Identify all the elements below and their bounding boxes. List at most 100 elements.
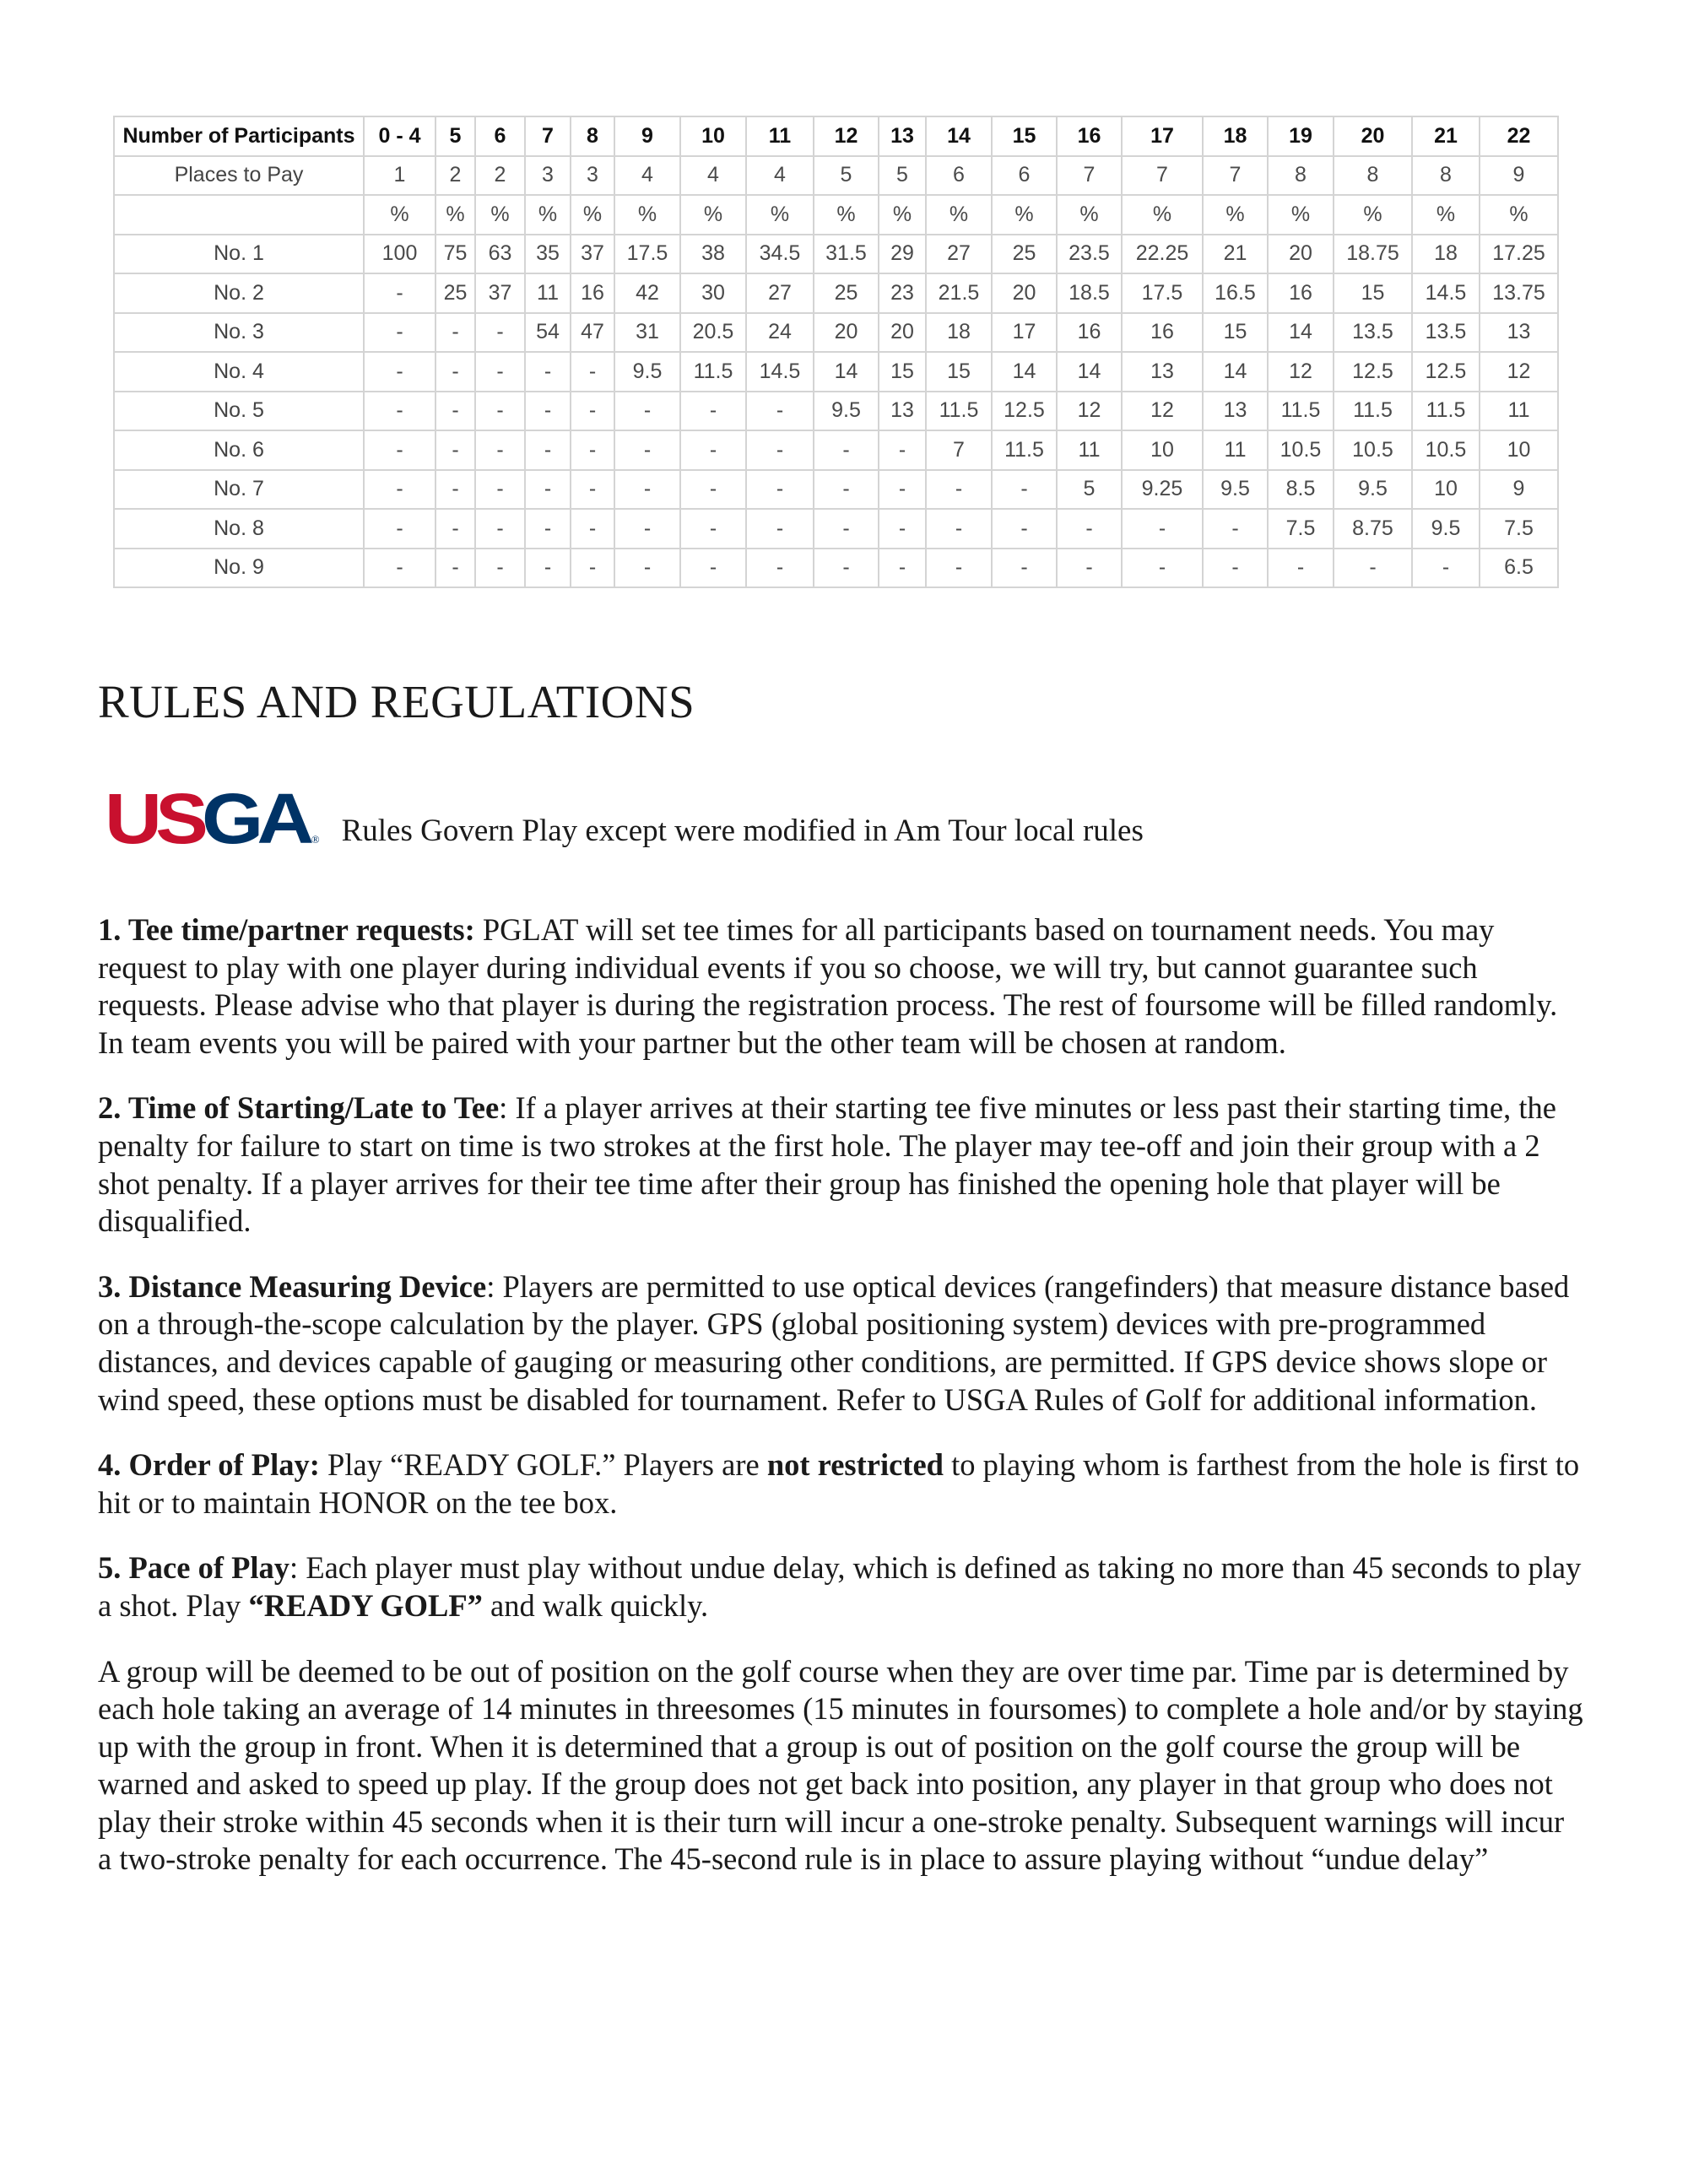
table-cell: - xyxy=(570,468,615,510)
table-cell: 42 xyxy=(614,273,681,314)
table-cell: 7 xyxy=(1056,154,1123,196)
table-cell: - xyxy=(991,547,1058,588)
rule-title: Distance Measuring Device xyxy=(128,1268,487,1304)
table-cell: - xyxy=(614,508,681,549)
table-cell: 14 xyxy=(1267,311,1334,353)
table-cell: - xyxy=(1056,547,1123,588)
table-cell: - xyxy=(1202,508,1269,549)
table-cell: - xyxy=(363,547,436,588)
table-cell: - xyxy=(524,508,571,549)
table-cell: % xyxy=(813,194,879,235)
table-cell: - xyxy=(745,468,814,510)
table-cell: - xyxy=(991,508,1058,549)
table-cell: % xyxy=(991,194,1058,235)
table-cell: 63 xyxy=(474,233,526,274)
table-row: No. 7- - - - - - - - - - - -5 9.25 9.5 8.5 9.5 10 9 xyxy=(113,468,1559,510)
table-cell: 14.5 xyxy=(1411,273,1480,314)
rule-title: Time of Starting/Late to Tee xyxy=(127,1090,500,1126)
table-cell: - xyxy=(614,390,681,431)
table-cell: 2 xyxy=(435,154,476,196)
table-cell: 20 xyxy=(878,311,927,353)
table-cell: 12 xyxy=(813,116,879,157)
table-cell: 10.5 xyxy=(1267,430,1334,471)
table-cell: 25 xyxy=(435,273,476,314)
table-cell: 6 xyxy=(474,116,526,157)
table-cell: 17 xyxy=(1121,116,1204,157)
table-cell: % xyxy=(474,194,526,235)
table-cell: 2 xyxy=(474,154,526,196)
table-cell: 9.25 xyxy=(1121,468,1204,510)
table-cell: - xyxy=(614,468,681,510)
table-cell: - xyxy=(474,311,526,353)
table-cell: 1 xyxy=(363,154,436,196)
table-cell: 11.5 xyxy=(991,430,1058,471)
table-cell: % xyxy=(1121,194,1204,235)
table-cell: 11 xyxy=(524,273,571,314)
table-cell: - xyxy=(363,273,436,314)
table-cell: % xyxy=(1333,194,1413,235)
row-label: Number of Participants xyxy=(113,116,365,157)
table-row: No. 4- - - - -9.5 11.5 14.5 14 15 15 14 14 13 14 12 12.… xyxy=(113,351,1559,392)
table-cell: - xyxy=(878,468,927,510)
table-cell: - xyxy=(925,547,993,588)
table-cell: 29 xyxy=(878,233,927,274)
table-cell: 34.5 xyxy=(745,233,814,274)
row-label: No. 8 xyxy=(113,508,365,549)
table-cell: % xyxy=(614,194,681,235)
rule-1: 1. Tee time/partner requests: PGLAT will… xyxy=(98,912,1558,1060)
row-label: No. 5 xyxy=(113,390,365,431)
table-cell: - xyxy=(474,430,526,471)
table-cell: - xyxy=(363,311,436,353)
table-cell: 4 xyxy=(679,154,747,196)
table-cell: - xyxy=(679,547,747,588)
table-cell: - xyxy=(363,430,436,471)
table-cell: - xyxy=(524,351,571,392)
table-cell: - xyxy=(813,468,879,510)
table-cell: % xyxy=(1267,194,1334,235)
table-cell: % xyxy=(925,194,993,235)
table-cell: 9 xyxy=(614,116,681,157)
table-cell: 13.5 xyxy=(1411,311,1480,353)
table-cell: 27 xyxy=(745,273,814,314)
rules-body: 1. Tee time/partner requests: PGLAT will… xyxy=(98,911,1583,1906)
table-cell: - xyxy=(745,508,814,549)
table-cell: 15 xyxy=(878,351,927,392)
table-cell: - xyxy=(474,390,526,431)
table-cell: - xyxy=(679,390,747,431)
table-cell: 15 xyxy=(925,351,993,392)
table-cell: - xyxy=(363,508,436,549)
table-cell: 11 xyxy=(745,116,814,157)
table-cell: 11.5 xyxy=(1411,390,1480,431)
table-cell: 13 xyxy=(878,390,927,431)
table-cell: 13 xyxy=(1479,311,1559,353)
table-cell: 13.75 xyxy=(1479,273,1559,314)
table-cell: 8.5 xyxy=(1267,468,1334,510)
rule-title: Tee time/partner requests: xyxy=(127,912,475,947)
table-cell: 75 xyxy=(435,233,476,274)
table-cell: 12.5 xyxy=(991,390,1058,431)
table-header-row: Number of Participants 0 - 4 5 6 7 8 9 10 11 12 13… xyxy=(113,116,1559,157)
table-cell: % xyxy=(363,194,436,235)
table-cell: % xyxy=(1056,194,1123,235)
row-label: No. 6 xyxy=(113,430,365,471)
table-row: No. 2-25 37 11 16 42 30 27 25 23 21.5 20 18.5 17.5 16… xyxy=(113,273,1559,314)
table-cell: 25 xyxy=(991,233,1058,274)
table-cell: 13.5 xyxy=(1333,311,1413,353)
table-cell: 37 xyxy=(570,233,615,274)
table-cell: 9.5 xyxy=(1202,468,1269,510)
table-cell: % xyxy=(1202,194,1269,235)
table-cell: 10.5 xyxy=(1333,430,1413,471)
table-cell: 38 xyxy=(679,233,747,274)
table-cell: 17.25 xyxy=(1479,233,1559,274)
table-cell: 20 xyxy=(991,273,1058,314)
table-cell: - xyxy=(878,508,927,549)
table-cell: 7 xyxy=(1121,154,1204,196)
table-cell: 14.5 xyxy=(745,351,814,392)
table-cell: % xyxy=(570,194,615,235)
usga-line: USGA ® Rules Govern Play except were mod… xyxy=(105,783,1144,854)
table-cell: 17.5 xyxy=(1121,273,1204,314)
section-heading: RULES AND REGULATIONS xyxy=(98,676,695,727)
table-cell: 47 xyxy=(570,311,615,353)
table-cell: 6 xyxy=(991,154,1058,196)
row-label: No. 1 xyxy=(113,233,365,274)
